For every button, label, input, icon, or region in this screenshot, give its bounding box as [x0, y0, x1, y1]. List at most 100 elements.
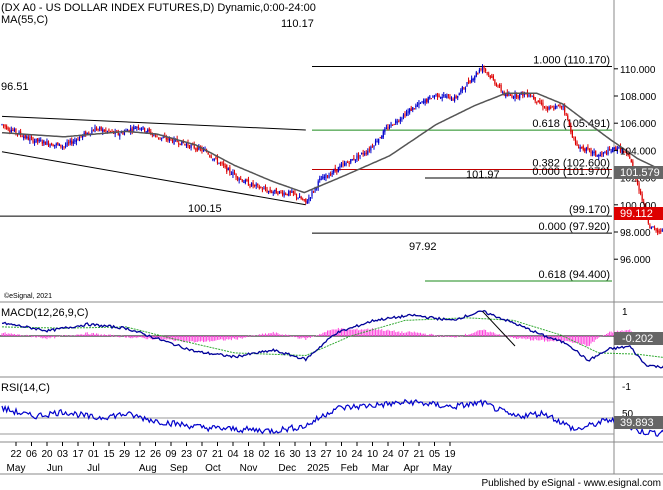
- candle-body: [661, 229, 663, 231]
- annotation-low-2025: 97.92: [409, 241, 437, 253]
- candle-body: [193, 144, 195, 149]
- candle-body: [277, 192, 279, 195]
- time-axis-day-label: 22: [10, 449, 22, 460]
- candle-body: [55, 143, 57, 146]
- candle-body: [557, 104, 560, 106]
- candle-body: [6, 126, 8, 130]
- candle-body: [345, 163, 347, 165]
- candle-body: [440, 97, 442, 99]
- candle-body: [209, 155, 211, 157]
- candle-body: [264, 187, 267, 191]
- candle-body: [621, 150, 623, 152]
- candle-body: [643, 201, 645, 203]
- candle-body: [497, 86, 499, 88]
- time-axis-day-label: 13: [305, 449, 317, 460]
- candle-body: [565, 113, 567, 115]
- candle-body: [75, 139, 77, 142]
- time-axis-day-label: 07: [398, 449, 410, 460]
- candle-body: [421, 101, 423, 103]
- candle-body: [416, 105, 418, 107]
- candle-body: [268, 191, 270, 193]
- candle-body: [382, 131, 384, 138]
- candle-body: [142, 126, 144, 129]
- candle-body: [133, 126, 135, 130]
- candle-body: [269, 189, 271, 192]
- candle-body: [86, 132, 88, 135]
- candle-body: [392, 124, 394, 126]
- time-axis-day-label: 24: [351, 449, 363, 460]
- candle-body: [88, 132, 90, 134]
- candle-body: [582, 145, 584, 150]
- candle-body: [156, 136, 158, 138]
- candle-body: [26, 136, 28, 139]
- rsi-value-tag: 39.893: [620, 417, 654, 429]
- candle-body: [226, 164, 228, 172]
- candle-body: [381, 136, 383, 139]
- candle-body: [69, 140, 71, 143]
- candle-body: [444, 96, 446, 98]
- candle-body: [165, 137, 167, 140]
- candle-body: [367, 150, 369, 155]
- candle-body: [480, 68, 482, 70]
- candle-body: [640, 191, 642, 194]
- candle-body: [323, 176, 325, 178]
- macd-axis-minus1: -1: [622, 382, 631, 393]
- price-axis-label: 102.000: [620, 174, 657, 185]
- candle-body: [622, 151, 625, 153]
- candle-body: [481, 66, 484, 71]
- candle-body: [407, 111, 409, 113]
- candle-body: [342, 163, 344, 165]
- chart-title: (DX A0 - US DOLLAR INDEX FUTURES,D) Dyna…: [1, 2, 316, 14]
- candle-body: [294, 192, 296, 194]
- candle-body: [92, 130, 95, 132]
- candle-body: [571, 130, 573, 138]
- candle-body: [260, 187, 262, 189]
- candle-body: [450, 99, 453, 101]
- candle-body: [275, 188, 277, 194]
- macd-divergence-trendline: [482, 310, 516, 347]
- candle-body: [35, 138, 37, 142]
- candle-body: [157, 137, 160, 139]
- candle-body: [574, 139, 577, 144]
- candle-body: [9, 130, 11, 132]
- candle-body: [457, 95, 459, 98]
- candle-body: [402, 114, 405, 117]
- annotation-low-2024: 100.15: [188, 203, 222, 215]
- candle-body: [188, 145, 191, 148]
- time-axis-day-label: 02: [258, 449, 270, 460]
- candle-body: [368, 149, 370, 151]
- time-axis-month-label: Jul: [87, 463, 100, 474]
- candle-body: [427, 97, 429, 103]
- candle-body: [601, 153, 603, 155]
- candle-body: [384, 129, 386, 133]
- time-axis-day-label: 24: [382, 449, 394, 460]
- candle-body: [196, 147, 198, 151]
- candle-body: [376, 141, 378, 143]
- candle-body: [432, 96, 434, 98]
- price-axis-label: 100.000: [620, 201, 657, 212]
- rsi-axis-50: 50: [622, 409, 634, 420]
- candle-body: [460, 90, 462, 93]
- candle-body: [229, 167, 231, 173]
- candle-body: [359, 155, 361, 157]
- rsi-value-tag-bg: [614, 416, 663, 429]
- candle-body: [286, 193, 288, 195]
- candle-body: [52, 145, 54, 147]
- candle-body: [554, 106, 556, 109]
- candle-body: [198, 146, 200, 150]
- candle-body: [505, 94, 507, 97]
- rsi-line: [1, 398, 663, 437]
- candle-body: [604, 151, 606, 153]
- candle-body: [292, 190, 294, 194]
- time-axis-day-label: 21: [413, 449, 425, 460]
- candle-body: [525, 93, 527, 95]
- candle-body: [550, 107, 552, 109]
- candle-body: [258, 186, 260, 189]
- candle-body: [227, 168, 229, 171]
- trendlines: [1, 115, 306, 206]
- candle-body: [139, 128, 141, 130]
- time-axis-day-label: 09: [165, 449, 177, 460]
- candle-body: [627, 151, 629, 156]
- candle-body: [401, 118, 403, 120]
